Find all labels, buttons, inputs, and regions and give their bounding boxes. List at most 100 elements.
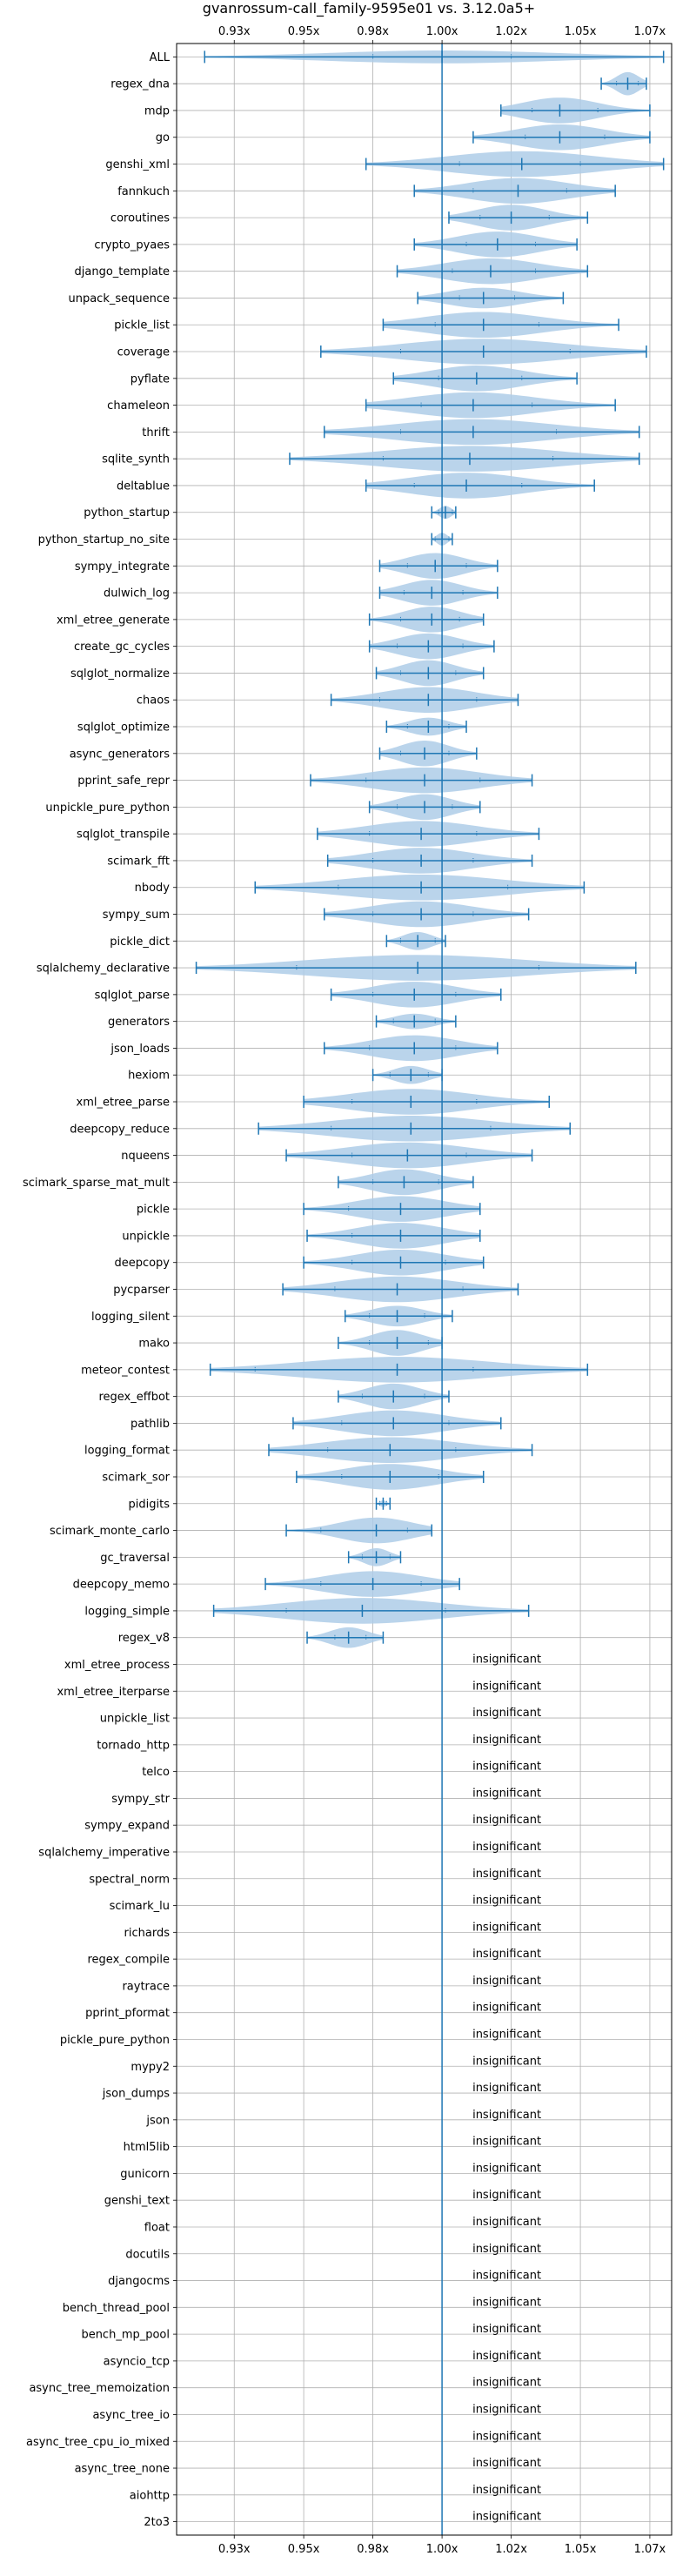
benchmark-label: ALL xyxy=(150,51,171,64)
insignificant-label: insignificant xyxy=(472,1948,541,1961)
insignificant-label: insignificant xyxy=(472,2055,541,2068)
x-tick-label-bottom: 1.00x xyxy=(426,2543,458,2556)
insignificant-label: insignificant xyxy=(472,1734,541,1747)
benchmark-label: scimark_monte_carlo xyxy=(50,1525,170,1538)
violin-scimark_sparse_mat_mult xyxy=(338,1169,474,1196)
benchmark-label: json_dumps xyxy=(102,2088,170,2101)
violin-unpack_sequence xyxy=(417,287,565,309)
benchmark-label: mypy2 xyxy=(130,2061,170,2074)
benchmark-label: fannkuch xyxy=(117,185,170,198)
violin-logging_format xyxy=(268,1437,533,1463)
violin-pickle_dict xyxy=(385,931,446,950)
violin-deepcopy_reduce xyxy=(258,1116,572,1142)
benchmark-label: sympy_expand xyxy=(84,1820,170,1833)
insignificant-label: insignificant xyxy=(472,2136,541,2149)
benchmark-label: scimark_lu xyxy=(110,1900,170,1913)
benchmark-label: regex_compile xyxy=(87,1954,170,1967)
benchmark-label: logging_silent xyxy=(91,1311,170,1324)
benchmark-label: unpickle xyxy=(122,1230,170,1243)
benchmark-label: thrift xyxy=(142,426,170,439)
violin-meteor_contest xyxy=(209,1357,589,1383)
insignificant-label: insignificant xyxy=(472,1680,541,1693)
insignificant-label: insignificant xyxy=(472,2028,541,2041)
violin-deepcopy_memo xyxy=(264,1571,460,1597)
benchmark-label: docutils xyxy=(125,2248,170,2261)
violin-sqlglot_normalize xyxy=(375,660,485,687)
benchmark-label: json_loads xyxy=(110,1043,170,1056)
violin-thrift xyxy=(323,419,640,446)
benchmark-label: bench_thread_pool xyxy=(63,2302,170,2315)
insignificant-label: insignificant xyxy=(472,1814,541,1827)
violin-fannkuch xyxy=(413,178,616,205)
benchmark-label: richards xyxy=(124,1927,171,1940)
benchmark-label: unpack_sequence xyxy=(68,292,170,305)
benchmark-label: sqlite_synth xyxy=(102,453,170,466)
insignificant-label: insignificant xyxy=(472,2082,541,2095)
benchmark-label: pickle_dict xyxy=(110,936,170,949)
chart-title: gvanrossum-call_family-9595e01 vs. 3.12.… xyxy=(203,0,535,17)
violin-logging_silent xyxy=(344,1305,453,1327)
benchmark-label: xml_etree_parse xyxy=(77,1097,170,1110)
benchmark-label: json xyxy=(145,2114,170,2127)
insignificant-label: insignificant xyxy=(472,2511,541,2524)
benchmark-label: sympy_sum xyxy=(103,909,170,922)
benchmark-label: spectral_norm xyxy=(89,1873,170,1886)
benchmark-label: mdp xyxy=(144,104,170,117)
benchmark-label: regex_effbot xyxy=(98,1391,170,1404)
benchmark-label: bench_mp_pool xyxy=(81,2329,170,2342)
benchmark-label: genshi_xml xyxy=(105,158,170,171)
x-tick-label-top: 0.93x xyxy=(218,25,251,38)
benchmark-label: dulwich_log xyxy=(104,587,170,600)
benchmark-label: genshi_text xyxy=(104,2195,170,2208)
insignificant-label: insignificant xyxy=(472,2296,541,2309)
benchmark-label: unpickle_pure_python xyxy=(45,802,170,815)
violin-layer: insignificant insignificant insignificant i… xyxy=(195,44,665,2535)
benchmark-label: pycparser xyxy=(113,1284,170,1297)
violin-scimark_monte_carlo xyxy=(285,1517,433,1544)
x-tick-label-bottom: 0.98x xyxy=(357,2543,389,2556)
benchmark-label: sqlglot_parse xyxy=(95,989,170,1002)
violin-logging_simple xyxy=(212,1598,530,1624)
violin-pycparser xyxy=(282,1276,519,1303)
insignificant-label: insignificant xyxy=(472,1653,541,1666)
insignificant-label: insignificant xyxy=(472,1975,541,1988)
benchmark-label: logging_simple xyxy=(84,1605,170,1618)
x-tick-label-top: 1.07x xyxy=(634,25,666,38)
benchmark-label: go xyxy=(156,131,170,144)
insignificant-label: insignificant xyxy=(472,1707,541,1720)
benchmark-label: xml_etree_iterparse xyxy=(57,1686,170,1699)
insignificant-label: insignificant xyxy=(472,1787,541,1800)
benchmark-label: sqlglot_transpile xyxy=(77,828,170,842)
insignificant-label: insignificant xyxy=(472,2216,541,2229)
violin-pathlib xyxy=(292,1410,502,1437)
insignificant-label: insignificant xyxy=(472,2189,541,2202)
violin-chameleon xyxy=(365,392,616,419)
violin-scimark_sor xyxy=(296,1464,485,1490)
insignificant-label: insignificant xyxy=(472,2109,541,2122)
violin-nbody xyxy=(254,874,586,901)
benchmark-label: gc_traversal xyxy=(100,1552,170,1565)
violin-regex_v8 xyxy=(306,1627,385,1648)
benchmark-label: xml_etree_generate xyxy=(57,614,170,627)
insignificant-label: insignificant xyxy=(472,1761,541,1774)
benchmark-label: aiohttp xyxy=(130,2489,170,2502)
violin-generators xyxy=(375,1013,457,1030)
benchmark-label: python_startup_no_site xyxy=(38,533,170,547)
benchmark-label: pickle_list xyxy=(114,319,170,332)
violin-genshi_xml xyxy=(365,151,665,178)
x-tick-label-bottom: 0.93x xyxy=(218,2543,251,2556)
violin-xml_etree_parse xyxy=(303,1089,551,1115)
insignificant-label: insignificant xyxy=(472,2484,541,2497)
benchmark-label: pickle xyxy=(137,1204,170,1217)
violin-hexiom xyxy=(371,1065,443,1084)
violin-pyflate xyxy=(392,366,578,392)
violin-sympy_integrate xyxy=(378,553,499,580)
benchmark-label: async_tree_none xyxy=(75,2463,170,2476)
insignificant-label: insignificant xyxy=(472,1921,541,1934)
violin-python_startup xyxy=(431,506,457,520)
violin-regex_effbot xyxy=(338,1383,450,1410)
benchmark-label: deepcopy xyxy=(114,1257,170,1270)
benchmark-label: sqlalchemy_imperative xyxy=(38,1846,170,1859)
benchmark-label: gunicorn xyxy=(120,2168,170,2181)
